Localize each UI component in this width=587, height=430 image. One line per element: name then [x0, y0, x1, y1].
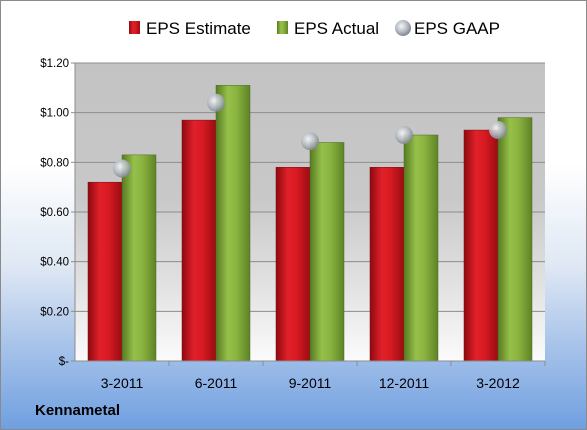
marker-eps-gaap	[207, 93, 225, 112]
y-tick-label: $0.20	[40, 306, 69, 318]
y-tick-label: $0.60	[40, 207, 69, 219]
y-tick-label: $0.40	[40, 257, 69, 269]
y-tick-label: $1.00	[40, 108, 69, 120]
x-tick-label: 6-2011	[195, 375, 238, 391]
bar-eps-estimate	[463, 129, 499, 362]
bar-eps-actual	[403, 134, 439, 362]
bar-eps-actual	[121, 154, 157, 362]
bar-eps-estimate	[275, 167, 311, 362]
bar-eps-estimate	[369, 167, 405, 362]
marker-eps-gaap	[489, 121, 507, 140]
bar-eps-estimate	[87, 181, 123, 362]
x-tick-label: 3-2012	[476, 375, 520, 391]
x-tick-label: 9-2011	[289, 375, 332, 391]
legend-eps-gaap-label: EPS GAAP	[414, 19, 500, 38]
marker-eps-gaap	[113, 159, 131, 178]
bar-eps-actual	[497, 117, 533, 362]
legend-eps-actual-label: EPS Actual	[294, 19, 379, 38]
x-tick-label: 12-2011	[379, 375, 430, 391]
legend-eps-gaap-swatch	[395, 20, 411, 36]
legend-eps-estimate-swatch	[129, 21, 140, 34]
y-tick-label: $-	[59, 356, 69, 368]
legend-eps-estimate-label: EPS Estimate	[146, 19, 251, 38]
y-tick-label: $0.80	[40, 157, 69, 169]
bar-eps-actual	[215, 85, 251, 362]
bar-eps-estimate	[181, 119, 217, 362]
bar-eps-actual	[309, 142, 345, 362]
company-name: Kennametal	[35, 402, 121, 419]
y-tick-label: $1.20	[40, 58, 69, 70]
x-tick-label: 3-2011	[101, 375, 144, 391]
marker-eps-gaap	[301, 132, 319, 151]
legend-eps-actual-swatch	[277, 21, 288, 34]
marker-eps-gaap	[395, 126, 413, 145]
